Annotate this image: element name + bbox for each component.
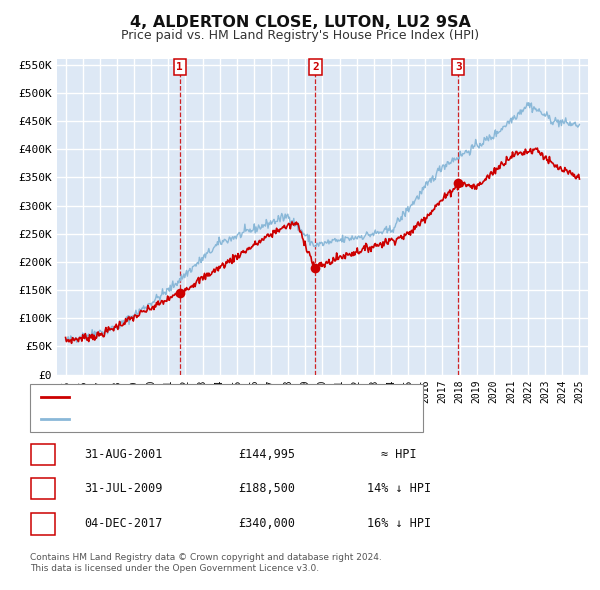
Text: 3: 3 — [40, 517, 47, 530]
Text: £144,995: £144,995 — [239, 448, 296, 461]
Text: 4, ALDERTON CLOSE, LUTON, LU2 9SA: 4, ALDERTON CLOSE, LUTON, LU2 9SA — [130, 15, 470, 30]
Text: 31-JUL-2009: 31-JUL-2009 — [84, 482, 162, 495]
Text: 3: 3 — [455, 62, 461, 72]
Text: Contains HM Land Registry data © Crown copyright and database right 2024.
This d: Contains HM Land Registry data © Crown c… — [30, 553, 382, 573]
Text: 04-DEC-2017: 04-DEC-2017 — [84, 517, 162, 530]
Text: 2: 2 — [40, 482, 47, 495]
Text: HPI: Average price, detached house, Luton: HPI: Average price, detached house, Luto… — [73, 414, 340, 424]
Text: ≈ HPI: ≈ HPI — [381, 448, 417, 461]
Text: Price paid vs. HM Land Registry's House Price Index (HPI): Price paid vs. HM Land Registry's House … — [121, 30, 479, 42]
Text: 16% ↓ HPI: 16% ↓ HPI — [367, 517, 431, 530]
Text: 4, ALDERTON CLOSE, LUTON, LU2 9SA (detached house): 4, ALDERTON CLOSE, LUTON, LU2 9SA (detac… — [73, 392, 398, 402]
Text: 2: 2 — [312, 62, 319, 72]
Text: £188,500: £188,500 — [239, 482, 296, 495]
Text: 31-AUG-2001: 31-AUG-2001 — [84, 448, 162, 461]
Text: 1: 1 — [176, 62, 183, 72]
Text: 1: 1 — [40, 448, 47, 461]
Text: 14% ↓ HPI: 14% ↓ HPI — [367, 482, 431, 495]
Text: £340,000: £340,000 — [239, 517, 296, 530]
